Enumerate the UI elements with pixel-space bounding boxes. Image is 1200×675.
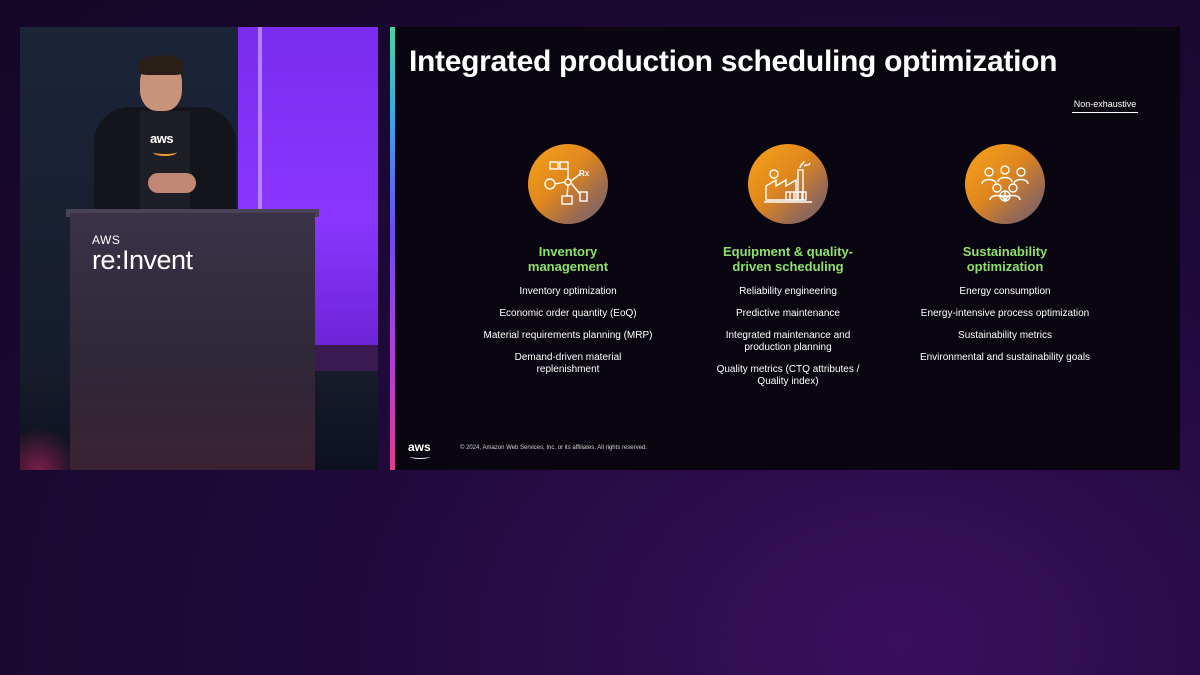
list-item: Reliability engineering xyxy=(739,286,837,297)
speaker-video-feed: aws AWS re:Invent xyxy=(20,27,378,470)
list-item: Economic order quantity (EoQ) xyxy=(499,308,637,319)
column-item-list: Reliability engineering Predictive maint… xyxy=(688,286,888,388)
factory-icon xyxy=(748,144,828,224)
workflow-network-icon: Rx xyxy=(528,144,608,224)
column-inventory-management: Rx Inventory management Inventory optimi… xyxy=(468,144,668,386)
presentation-slide: Integrated production scheduling optimiz… xyxy=(390,27,1180,470)
column-item-list: Inventory optimization Economic order qu… xyxy=(468,286,668,376)
list-item: Sustainability metrics xyxy=(958,330,1052,341)
people-group-icon xyxy=(965,144,1045,224)
speaker-hands xyxy=(148,173,196,193)
copyright-notice: © 2024, Amazon Web Services, Inc. or its… xyxy=(460,445,647,451)
column-heading: Sustainability optimization xyxy=(962,244,1048,274)
list-item: Quality metrics (CTQ attributes / Qualit… xyxy=(716,364,860,387)
list-item: Inventory optimization xyxy=(519,286,617,297)
podium-logo: AWS re:Invent xyxy=(92,233,193,275)
list-item: Demand-driven material replenishment xyxy=(514,352,622,375)
svg-text:Rx: Rx xyxy=(579,169,590,178)
stage-ledge xyxy=(310,345,378,371)
slide-title: Integrated production scheduling optimiz… xyxy=(409,45,1058,78)
aws-logo: aws xyxy=(408,440,431,454)
aws-smile-icon xyxy=(410,454,430,459)
list-item: Environmental and sustainability goals xyxy=(919,352,1091,363)
column-heading: Inventory management xyxy=(527,244,609,274)
column-sustainability-optimization: Sustainability optimization Energy consu… xyxy=(905,144,1105,374)
list-item: Energy consumption xyxy=(959,286,1051,297)
column-item-list: Energy consumption Energy-intensive proc… xyxy=(905,286,1105,364)
stage-light-strip xyxy=(258,27,262,357)
list-item: Predictive maintenance xyxy=(736,308,840,319)
column-heading: Equipment & quality- driven scheduling xyxy=(723,244,853,274)
shirt-logo: aws xyxy=(150,131,174,146)
slide-accent-bar xyxy=(390,27,395,470)
list-item: Energy-intensive process optimization xyxy=(920,308,1090,319)
list-item: Material requirements planning (MRP) xyxy=(483,330,653,341)
podium xyxy=(70,213,315,470)
non-exhaustive-badge: Non-exhaustive xyxy=(1072,99,1138,113)
column-equipment-quality-scheduling: Equipment & quality- driven scheduling R… xyxy=(688,144,888,398)
list-item: Integrated maintenance and production pl… xyxy=(725,330,851,353)
